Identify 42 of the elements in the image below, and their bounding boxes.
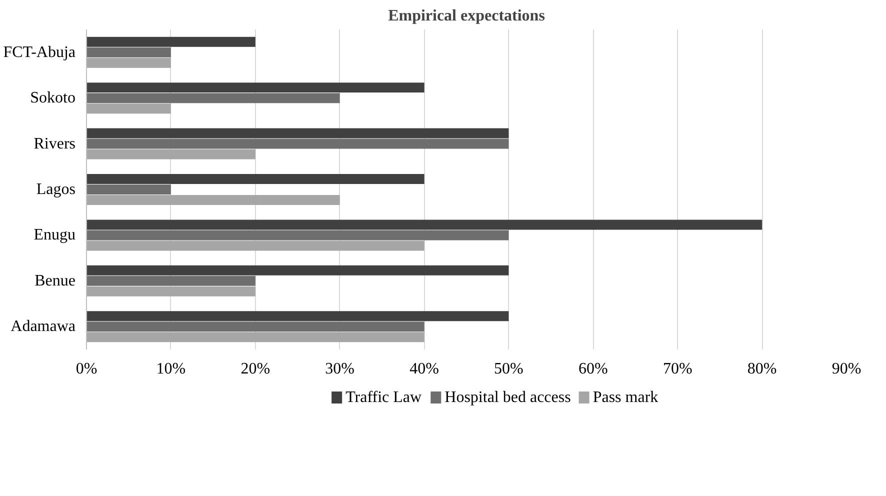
- legend-label: Hospital bed access: [444, 389, 571, 406]
- y-tick-label: Rivers: [34, 135, 76, 152]
- bar: [86, 332, 424, 342]
- x-tick-label: 50%: [494, 360, 524, 378]
- bar: [86, 138, 509, 149]
- bar: [86, 286, 256, 296]
- x-tick-label: 90%: [832, 360, 862, 378]
- bar: [86, 276, 256, 286]
- bar: [86, 149, 256, 160]
- bar: [86, 82, 424, 93]
- y-tick-label: Benue: [34, 272, 76, 290]
- y-tick-label: Lagos: [36, 181, 76, 198]
- bar: [86, 104, 171, 114]
- x-tick-label: 80%: [747, 360, 777, 378]
- y-tick-label: Sokoto: [30, 90, 76, 107]
- bar: [86, 174, 424, 184]
- bar: [86, 311, 509, 322]
- y-tick-label: Adamawa: [10, 318, 76, 336]
- bar: [86, 220, 762, 230]
- bar: [86, 36, 256, 47]
- bar: [86, 128, 509, 138]
- legend-label: Pass mark: [592, 389, 658, 406]
- bar: [86, 47, 171, 58]
- chart-title: Empirical expectations: [388, 8, 545, 24]
- x-tick-label: 30%: [325, 360, 354, 378]
- bar: [86, 195, 340, 206]
- y-tick-label: FCT-Abuja: [3, 44, 76, 61]
- y-tick-label: Enugu: [34, 226, 76, 244]
- bar: [86, 58, 171, 68]
- x-tick-label: 70%: [662, 360, 692, 378]
- bar: [86, 93, 340, 104]
- legend-label: Traffic Law: [346, 389, 422, 406]
- x-tick-label: 0%: [76, 360, 98, 378]
- x-tick-label: 40%: [410, 360, 439, 378]
- x-tick-label: 20%: [240, 360, 270, 378]
- x-tick-label: 60%: [578, 360, 608, 378]
- x-tick-label: 10%: [156, 360, 186, 378]
- bar: [86, 184, 171, 194]
- bar: [86, 230, 509, 240]
- bar: [86, 265, 509, 276]
- bar: [86, 240, 424, 251]
- bar: [86, 322, 424, 332]
